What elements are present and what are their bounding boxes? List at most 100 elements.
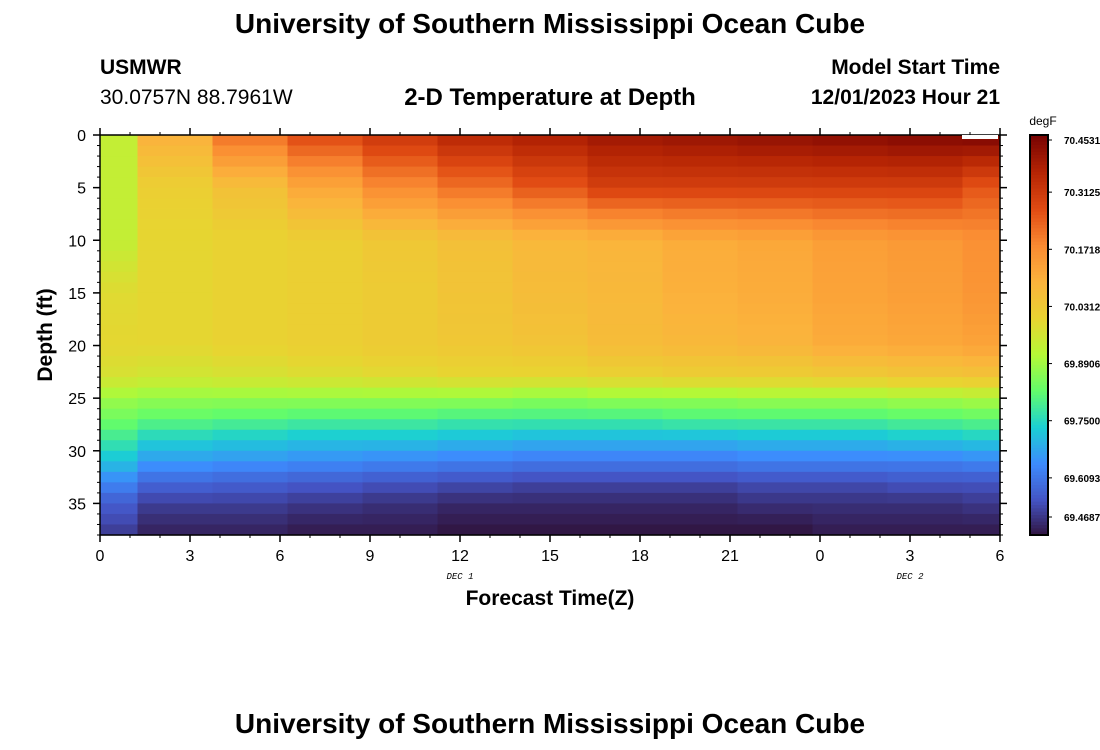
heatmap-cell bbox=[737, 156, 814, 168]
heatmap-cell bbox=[887, 419, 964, 431]
colorbar-segment bbox=[1030, 451, 1048, 456]
heatmap-cell bbox=[512, 313, 589, 326]
colorbar-segment bbox=[1030, 518, 1048, 523]
heatmap-cell bbox=[512, 429, 589, 441]
colorbar-segment bbox=[1030, 495, 1048, 499]
colorbar-segment bbox=[1030, 168, 1048, 173]
heatmap-cell bbox=[812, 145, 889, 157]
colorbar-segment bbox=[1030, 408, 1048, 413]
heatmap-cell bbox=[887, 471, 964, 483]
colorbar-label: 70.4531 bbox=[1064, 136, 1100, 147]
heatmap-cell bbox=[100, 145, 139, 157]
heatmap-cell bbox=[100, 366, 139, 378]
colorbar-segment bbox=[1030, 465, 1048, 469]
heatmap-cell bbox=[362, 366, 439, 378]
heatmap-cell bbox=[137, 471, 214, 483]
x-tick-label: 18 bbox=[631, 548, 649, 565]
colorbar-segment bbox=[1030, 178, 1048, 183]
heatmap-cell bbox=[287, 503, 364, 515]
heatmap-cell bbox=[287, 303, 364, 315]
heatmap-cell bbox=[662, 513, 739, 526]
heatmap-cell bbox=[587, 240, 664, 252]
heatmap-cell bbox=[437, 513, 514, 526]
heatmap-cell bbox=[662, 429, 739, 441]
heatmap-cell bbox=[287, 387, 364, 399]
heatmap-cell bbox=[587, 450, 664, 462]
heatmap-cell bbox=[100, 324, 139, 336]
heatmap-cell bbox=[812, 482, 889, 494]
heatmap-cell bbox=[737, 398, 814, 410]
heatmap-cell bbox=[100, 219, 139, 231]
heatmap-cell bbox=[137, 145, 214, 157]
heatmap-cell bbox=[887, 492, 964, 505]
colorbar: degF 70.4531 70.3125 70.1718 70.0312 69.8906 6… bbox=[1029, 114, 1100, 536]
heatmap-cell bbox=[962, 429, 1001, 441]
colorbar-segment bbox=[1030, 298, 1048, 303]
heatmap-cell bbox=[137, 482, 214, 494]
colorbar-segment bbox=[1030, 205, 1048, 209]
colorbar-segment bbox=[1030, 328, 1048, 333]
heatmap-cell bbox=[812, 282, 889, 294]
heatmap-cell bbox=[737, 471, 814, 483]
heatmap-cell bbox=[362, 408, 439, 420]
heatmap-cell bbox=[100, 261, 139, 273]
heatmap-cell bbox=[887, 366, 964, 378]
heatmap-cell bbox=[287, 229, 364, 241]
heatmap-cell bbox=[887, 335, 964, 347]
heatmap-cell bbox=[662, 156, 739, 168]
heatmap-cell bbox=[137, 408, 214, 420]
heatmap-cell bbox=[362, 482, 439, 494]
colorbar-segment bbox=[1030, 195, 1048, 199]
heatmap-cell bbox=[662, 440, 739, 452]
colorbar-segment bbox=[1030, 368, 1048, 373]
heatmap-cell bbox=[812, 429, 889, 441]
heatmap-cell bbox=[362, 419, 439, 431]
heatmap-cell bbox=[362, 229, 439, 241]
heatmap-cell bbox=[962, 219, 1001, 231]
heatmap-cell bbox=[512, 303, 589, 315]
heatmap-cell bbox=[662, 145, 739, 157]
colorbar-segment bbox=[1030, 161, 1048, 166]
heatmap-cell bbox=[962, 313, 1001, 326]
heatmap-cell bbox=[737, 513, 814, 526]
colorbar-segment bbox=[1030, 331, 1048, 336]
colorbar-segment bbox=[1030, 508, 1048, 513]
heatmap-cell bbox=[962, 271, 1001, 283]
colorbar-segment bbox=[1030, 468, 1048, 473]
colorbar-label: 69.7500 bbox=[1064, 417, 1100, 428]
heatmap-cell bbox=[362, 356, 439, 368]
heatmap-cell bbox=[287, 408, 364, 420]
heatmap-cell bbox=[100, 408, 139, 420]
colorbar-segment bbox=[1030, 151, 1048, 156]
x-tick-label: 6 bbox=[996, 548, 1005, 565]
colorbar-segment bbox=[1030, 398, 1048, 403]
heatmap-cell bbox=[212, 271, 289, 283]
heatmap-cell bbox=[437, 250, 514, 262]
heatmap-cell bbox=[512, 387, 589, 399]
heatmap-cell bbox=[887, 250, 964, 262]
heatmap-cell bbox=[962, 335, 1001, 347]
colorbar-segment bbox=[1030, 525, 1048, 529]
x-tick-label: 12 bbox=[451, 548, 469, 565]
colorbar-segment bbox=[1030, 318, 1048, 323]
x-tick-label: 21 bbox=[721, 548, 739, 565]
heatmap-cell bbox=[962, 450, 1001, 462]
heatmap-cell bbox=[887, 166, 964, 178]
colorbar-segment bbox=[1030, 181, 1048, 186]
heatmap-cell bbox=[587, 156, 664, 168]
heatmap-cell bbox=[362, 135, 439, 147]
heatmap-cell bbox=[362, 198, 439, 210]
heatmap-cell bbox=[437, 482, 514, 494]
heatmap-cell bbox=[287, 366, 364, 378]
colorbar-segment bbox=[1030, 311, 1048, 316]
heatmap-cell bbox=[437, 240, 514, 252]
colorbar-segment bbox=[1030, 291, 1048, 296]
heatmap-cell bbox=[587, 345, 664, 357]
heatmap-cell bbox=[100, 345, 139, 357]
heatmap-cell bbox=[100, 440, 139, 452]
heatmap-cell bbox=[587, 419, 664, 431]
heatmap-cell bbox=[887, 313, 964, 326]
heatmap-cell bbox=[362, 471, 439, 483]
heatmap-cell bbox=[512, 419, 589, 431]
heatmap-cell bbox=[737, 461, 814, 473]
